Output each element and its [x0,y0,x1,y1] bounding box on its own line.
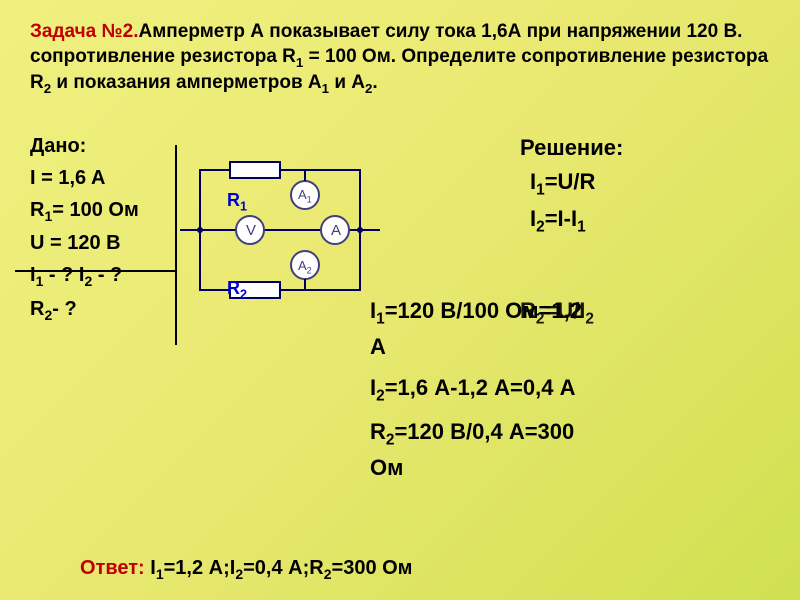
given-label: Дано: [30,130,139,162]
label-a1: A1 [298,187,312,205]
formula: I2=I-I1 [530,202,595,239]
calc-line: I1=120 В/100 Ом=1,2 R2=U/I2 [370,290,582,334]
formula: I1=U/R [530,165,595,202]
given-line: I1 - ? I2 - ? [30,259,139,292]
problem-title: Задача №2. [30,21,139,42]
label-r1: R1 [227,190,247,214]
answer-label: Ответ: [80,557,145,579]
calc-line: I2=1,6 А-1,2 А=0,4 А [370,367,582,411]
label-r2: R2 [227,278,247,302]
problem-statement: Задача №2.Амперметр А показывает силу то… [30,20,770,97]
answer-section: Ответ: I1=1,2 А;I2=0,4 А;R2=300 Ом [80,557,412,582]
calculations: I1=120 В/100 Ом=1,2 R2=U/I2 А I2=1,6 А-1… [370,290,582,489]
given-line: R2- ? [30,293,139,326]
given-line: R1= 100 Ом [30,194,139,227]
solution-label: Решение: [520,135,623,161]
problem-line1: Амперметр А показывает силу тока 1,6А пр… [30,21,768,93]
answer-text: I1=1,2 А;I2=0,4 А;R2=300 Ом [150,557,412,579]
label-a2: A2 [298,258,312,276]
given-line: I = 1,6 A [30,162,139,194]
circuit-diagram [180,145,380,315]
solution-formulas: I1=U/R I2=I-I1 [530,165,595,238]
given-section: Дано: I = 1,6 A R1= 100 Ом U = 120 В I1 … [30,130,139,326]
label-v: V [246,222,256,239]
overlap-formula: R2=U/I2 [520,290,594,334]
divider-vertical [175,145,177,345]
label-a: A [331,222,341,239]
given-line: U = 120 В [30,227,139,259]
